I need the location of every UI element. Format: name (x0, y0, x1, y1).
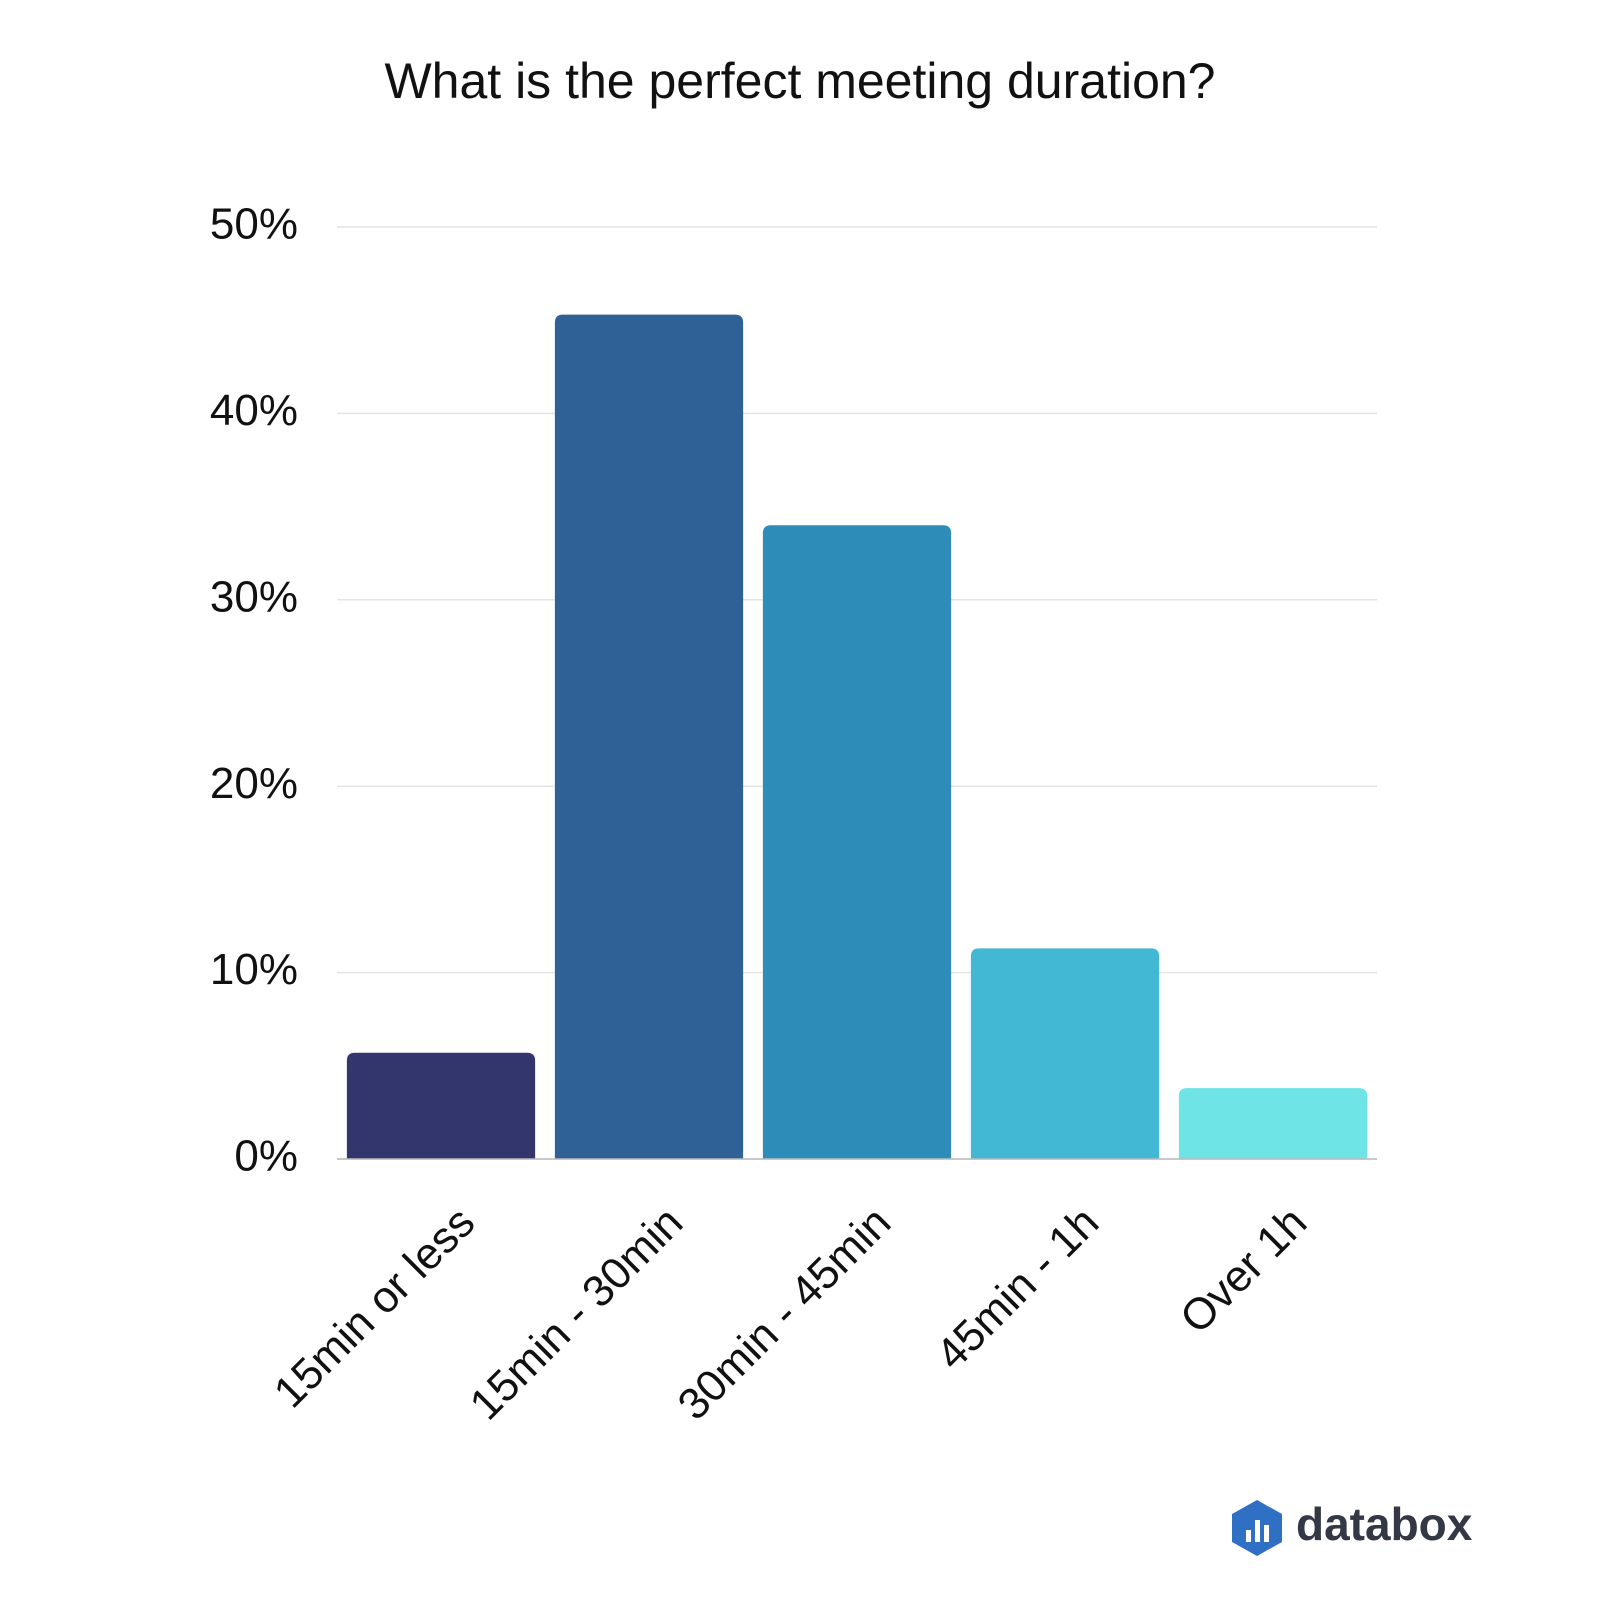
logo-bar (1255, 1520, 1260, 1542)
bar (762, 525, 952, 1159)
y-tick-label: 40% (210, 386, 298, 435)
x-tick-label: 15min or less (265, 1198, 485, 1418)
bar (554, 314, 744, 1159)
x-tick-label: 15min - 30min (461, 1198, 693, 1430)
x-tick-label: 30min - 45min (669, 1198, 901, 1430)
y-tick-label: 50% (210, 200, 298, 249)
logo-bar (1264, 1525, 1269, 1542)
bar (970, 948, 1160, 1159)
chart-title: What is the perfect meeting duration? (384, 53, 1215, 109)
y-tick-label: 30% (210, 572, 298, 621)
brand-name: databox (1296, 1498, 1473, 1550)
bar (346, 1052, 536, 1159)
y-tick-label: 20% (210, 759, 298, 808)
brand-logo: databox (1232, 1498, 1473, 1556)
y-tick-label: 0% (234, 1132, 298, 1181)
x-tick-label: Over 1h (1171, 1198, 1316, 1343)
bar (1178, 1088, 1368, 1159)
y-tick-label: 10% (210, 945, 298, 994)
x-tick-label: 45min - 1h (927, 1198, 1109, 1380)
logo-bar (1246, 1530, 1251, 1542)
